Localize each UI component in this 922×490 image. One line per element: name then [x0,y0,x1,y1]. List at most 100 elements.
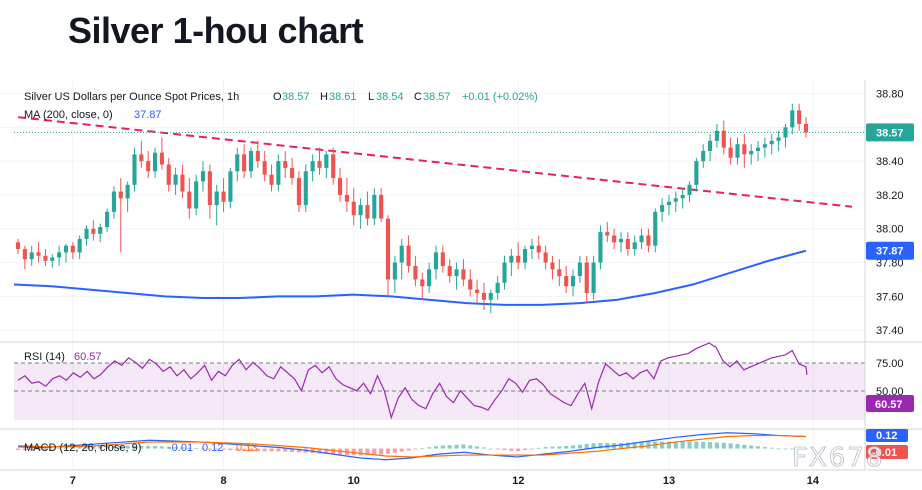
macd-hist-bar [296,448,301,453]
macd-hist-bar [255,448,260,452]
candle-body [577,262,582,277]
macd-hist-bar [797,448,802,450]
svg-text:38.54: 38.54 [376,91,404,103]
candle-body [523,249,528,263]
macd-hist-bar [591,443,596,449]
svg-text:C: C [414,91,422,103]
macd-hist-bar [379,448,384,455]
candle-body [749,150,754,155]
macd-legend-macd: -0.01 [168,442,193,454]
rsi-legend-value: 60.57 [74,351,102,363]
macd-hist-bar [262,448,267,452]
candle-body [803,123,809,133]
time-axis[interactable]: 7 8 10 12 13 14 [70,475,820,487]
candle-body [248,150,254,172]
candle-body [701,150,706,162]
svg-text:O: O [273,91,282,103]
macd-hist-bar [187,447,192,449]
candle-body [666,201,672,206]
candle-body [77,238,82,253]
macd-hist-bar [776,448,781,450]
macd-hist-bar [399,448,404,452]
candle-body [173,174,178,185]
candle-body [488,292,493,300]
macd-hist-bar [721,442,726,449]
candle-body [324,154,329,168]
candle-body [228,171,233,202]
candle-body [310,161,315,172]
candle-body [235,154,240,172]
macd-hist-bar [598,443,603,449]
macd-hist-bar [646,441,651,449]
candle-body [440,252,445,266]
macd-hist-bar [433,446,439,449]
candle-body [269,174,274,185]
candle-body [447,265,452,277]
macd-hist-bar [475,446,480,449]
candle-body [91,228,96,234]
rsi-value-tag [866,395,914,412]
candle-body [50,257,55,261]
macd-hist-bar [687,441,692,449]
candle-body [584,262,589,293]
candle-body [721,130,726,148]
price-tick-label: 38.40 [876,156,904,168]
candle-body [475,289,480,293]
macd-hist-bar [783,448,788,450]
macd-hist-bar [152,446,158,449]
time-tick-label: 10 [348,475,360,487]
candle-body [790,110,795,128]
macd-hist-bar [324,448,329,454]
candle-body [413,265,418,280]
candle-body [714,130,719,141]
candle-body [529,245,534,250]
price-tick-label: 38.20 [876,190,904,202]
trendline[interactable] [17,116,853,208]
candle-body [63,245,69,253]
macd-hist-bar [660,441,665,449]
candle-body [783,127,788,138]
candle-body [146,161,151,172]
macd-hist-bar [235,448,240,451]
time-tick-label: 12 [512,475,524,487]
price-tick-label: 37.40 [876,325,904,337]
macd-hist-bar [454,444,459,449]
macd-hist-bar [742,444,747,449]
time-tick-label: 14 [807,475,820,487]
rsi-axis-high: 75.00 [876,358,904,370]
macd-hist-bar [413,448,418,450]
candle-body [118,191,123,199]
macd-hist-bar [769,447,774,449]
candle-body [372,194,377,219]
macd-hist-bar [180,447,185,449]
candle-body [543,252,548,263]
candle-body [509,255,514,263]
macd-hist-bar [84,446,89,449]
macd-hist-bar [529,448,534,450]
legend-ma: MA (200, close, 0) [24,109,113,121]
candle-body [632,242,637,250]
candle-body [742,144,747,155]
macd-hist-bar [427,447,432,449]
rsi-legend: RSI (14) [24,351,65,363]
candle-body [255,150,260,162]
macd-hist-bar [673,441,678,449]
macd-hist-bar [111,445,116,449]
candles [15,103,809,314]
page-title: Silver 1-hou chart [68,10,364,51]
svg-text:38.57: 38.57 [282,91,310,103]
macd-hist-bar [214,448,219,450]
rsi-line [17,342,808,420]
macd-hist-bar [557,446,562,449]
macd-hist-bar [728,443,733,449]
macd-hist-bar [194,448,199,450]
candle-body [762,144,767,148]
macd-hist-bar [509,448,514,451]
candle-body [591,262,596,293]
candle-body [29,252,34,260]
candle-body [406,245,411,266]
macd-hist-bar [762,446,767,449]
candle-body [660,205,665,212]
candle-body [242,154,247,172]
